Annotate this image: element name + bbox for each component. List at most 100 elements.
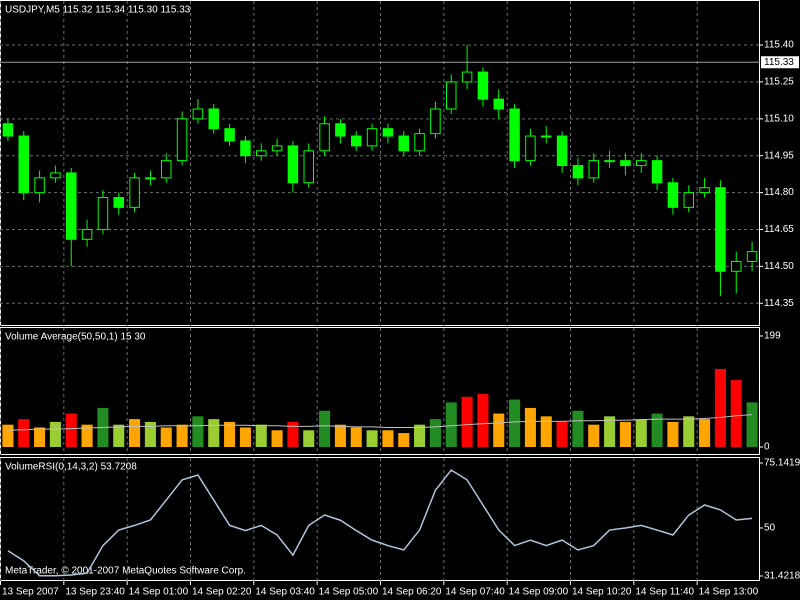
volume-bar [49,421,61,447]
candle-body [556,135,568,167]
y-tick-label: 114.80 [764,187,794,198]
volume-bar [714,368,726,447]
candle-body [636,160,647,167]
candle-body [588,160,599,179]
x-tick-label: 13 Sep 2007 [2,587,59,598]
y-tick-label: 115.25 [764,77,794,88]
volume-bar [2,424,14,447]
volume-bar [604,416,616,447]
candle-body [224,128,235,142]
candle-body [256,150,267,157]
rsi-line [7,469,753,577]
candle-body [287,145,299,184]
candle-body [34,177,45,194]
y-tick-label: 115.10 [764,113,794,124]
volume-bar [18,419,30,447]
volume-bar [461,396,473,447]
volume-bar [129,419,141,447]
candle-body [335,123,346,137]
y-tick-label: 114.65 [764,224,794,235]
volume-bar [382,430,394,447]
volume-bar [271,430,283,447]
volume-bar [239,427,251,447]
candle-body [18,135,29,194]
x-tick-label: 13 Sep 23:40 [65,587,125,598]
volume-bar [429,419,441,447]
candle-body [461,71,473,83]
candle-body [366,128,378,147]
last-price-box [761,56,799,69]
candle-body [129,177,140,208]
volume-bar [524,407,536,447]
candle-body [66,172,77,240]
y-tick-label: 114.35 [764,298,794,309]
volume-bar [176,424,188,447]
candle-body [271,145,283,152]
candle-body [414,133,425,152]
volume-bar [414,424,426,447]
volume-bar [255,424,267,447]
candle-body [477,71,489,100]
y-tick-label: 114.50 [764,261,794,272]
pane-title: USDJPY,M5 115.32 115.34 115.30 115.33 [5,5,191,16]
volume-bar [667,421,679,447]
candle-body [541,135,552,138]
y-tick-label: 199 [764,331,781,342]
pane-title: VolumeRSI(0,14,3,2) 53.7208 [5,462,137,473]
volume-bar [287,421,299,447]
candle-body [699,187,710,194]
candle-body [493,98,504,110]
last-price-label: 115.33 [764,57,794,68]
candle-body [240,140,251,157]
x-tick-label: 14 Sep 13:00 [699,587,759,598]
candle-body [731,260,742,272]
candle-body [746,251,758,262]
x-tick-label: 14 Sep 01:00 [129,587,189,598]
volume-bar [208,419,220,447]
candle-body [715,187,726,272]
volume-bar [651,413,663,447]
x-tick-label: 14 Sep 02:20 [192,587,252,598]
candle-body [572,165,584,179]
volume-bar [334,424,346,447]
x-tick-label: 14 Sep 11:40 [635,587,694,598]
volume-bar [398,433,410,447]
candle-body [509,108,520,162]
volume-bar [588,424,600,447]
candle-body [398,135,409,152]
x-tick-label: 14 Sep 05:00 [319,587,379,598]
candle-body [446,81,457,110]
candle-body [319,123,330,152]
candle-body [651,160,663,184]
volume-bar [540,416,552,447]
volume-bar [730,380,742,447]
candle-body [113,197,124,208]
y-tick-label: 114.95 [764,150,794,161]
volume-bar [619,421,631,447]
volume-bar [81,424,93,447]
candle-body [683,192,694,208]
candle-body [351,135,362,147]
candle-body [176,118,188,162]
y-tick-label: 75.1419 [764,458,800,469]
candle-body [192,108,204,120]
candle-body [145,177,156,180]
volume-bar [746,402,758,447]
volume-bar [477,394,489,447]
pane-title: Volume Average(50,50,1) 15 30 [5,332,146,343]
x-tick-label: 14 Sep 10:20 [572,587,632,598]
candle-body [50,172,61,179]
volume-bar [224,421,236,447]
volume-bar [65,413,77,447]
candle-body [667,182,679,208]
footer: MetaTrader, © 2001-2007 MetaQuotes Softw… [5,566,246,577]
volume-bar [445,402,457,447]
volume-bar [160,427,172,447]
y-tick-label: 0 [764,442,770,453]
y-tick-label: 115.40 [764,40,794,51]
volume-bar [319,410,331,447]
y-tick-label: 50 [764,523,776,534]
volume-bar [350,427,362,447]
volume-bar [635,419,647,447]
